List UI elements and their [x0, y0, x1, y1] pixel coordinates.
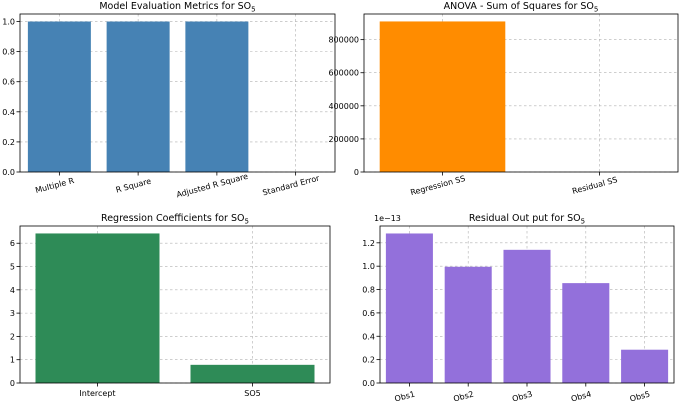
y-tick-label: 1.0 — [362, 262, 375, 271]
plot-frame — [363, 13, 679, 173]
y-tick-label: 1 — [10, 356, 15, 365]
y-tick-label: 0.8 — [362, 286, 375, 295]
y-tick-label: 200000 — [328, 135, 359, 144]
bar — [562, 283, 610, 383]
bar — [106, 21, 170, 173]
x-tick-label: R Square — [115, 177, 152, 195]
y-tick-label: 0.8 — [2, 48, 15, 57]
y-tick-label: 5 — [10, 263, 15, 272]
y-tick-label: 0.6 — [362, 309, 375, 318]
y-tick-label: 0.0 — [2, 168, 15, 177]
y-tick-label: 6 — [10, 239, 15, 248]
chart-title: Model Evaluation Metrics for SO5 — [99, 1, 255, 14]
plot-frame — [19, 225, 331, 384]
plot-frame — [379, 225, 675, 384]
y-tick-label: 0.4 — [2, 108, 15, 117]
y-tick-label: 0 — [10, 379, 15, 388]
y-tick-label: 0.6 — [2, 78, 15, 87]
y-tick-label: 0.2 — [2, 138, 15, 147]
x-tick-label: Obs1 — [394, 390, 416, 402]
y-tick-label: 1.2 — [362, 239, 375, 248]
y-tick-label: 0.0 — [362, 379, 375, 388]
y-tick-label: 600000 — [328, 69, 359, 78]
x-tick-label: Regression SS — [409, 174, 466, 197]
y-tick-label: 3 — [10, 309, 15, 318]
y-tick-label: 400000 — [328, 102, 359, 111]
x-tick-label: Residual SS — [571, 175, 618, 196]
bar — [503, 249, 551, 383]
bar — [621, 349, 669, 383]
bar — [190, 364, 315, 383]
chart-1: 0.0 0.2 0.4 0.6 0.8 1.0 Multiple R R Square Adju… — [2, 1, 336, 200]
y-tick-label: 2 — [10, 332, 15, 341]
y-tick-label: 800000 — [328, 36, 359, 45]
bar — [444, 266, 492, 383]
x-tick-label: Standard Error — [262, 173, 321, 197]
y-tick-label: 0.2 — [362, 356, 375, 365]
x-tick-label: Multiple R — [34, 176, 75, 195]
bar — [385, 233, 433, 383]
x-tick-label: Obs2 — [452, 390, 474, 402]
x-tick-label: Adjusted R Square — [175, 172, 249, 200]
chart-title: ANOVA - Sum of Squares for SO5 — [444, 1, 599, 14]
bar — [35, 233, 160, 383]
x-tick-label: Obs4 — [570, 390, 592, 402]
y-tick-label: 1.0 — [2, 18, 15, 27]
chart-4: 0.0 0.2 0.4 0.6 0.8 1.0 1.2 Obs1 Obs2 Obs3 Obs4 Obs… — [362, 213, 675, 404]
y-tick-label: 4 — [10, 286, 15, 295]
plot-frame — [19, 13, 336, 173]
bar — [379, 21, 506, 173]
y-tick-label: 0.4 — [362, 332, 375, 341]
bar — [185, 21, 249, 173]
chart-title: Regression Coefficients for SO5 — [101, 213, 249, 226]
x-tick-label: SO5 — [244, 389, 260, 398]
chart-title: Residual Out put for SO5 — [469, 213, 585, 226]
x-tick-label: Obs5 — [629, 390, 651, 402]
x-tick-label: Obs3 — [511, 390, 533, 402]
chart-3: 0 1 2 3 4 5 6 Intercept SO5 Regression Coefficien… — [10, 213, 331, 398]
bar — [27, 21, 91, 173]
chart-2: 0 200000 400000 600000 800000 Regression SS Re… — [328, 1, 679, 197]
scale-label: 1e−13 — [374, 214, 401, 223]
y-tick-label: 0 — [354, 168, 359, 177]
x-tick-label: Intercept — [79, 389, 115, 398]
